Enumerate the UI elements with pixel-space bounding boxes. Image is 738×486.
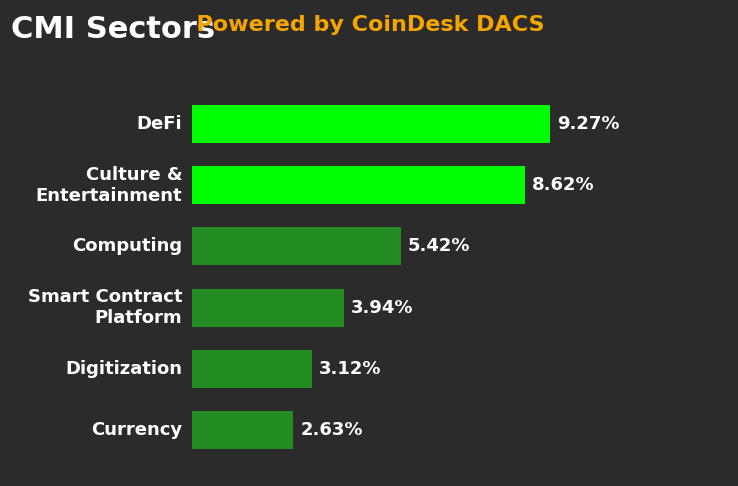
Text: CMI Sectors: CMI Sectors: [11, 15, 215, 44]
Text: 9.27%: 9.27%: [556, 115, 619, 133]
Bar: [192, 166, 525, 204]
Bar: [192, 105, 550, 143]
Text: Smart Contract
Platform: Smart Contract Platform: [28, 288, 182, 327]
Text: 5.42%: 5.42%: [408, 238, 471, 256]
Text: Computing: Computing: [72, 238, 182, 256]
Text: 3.94%: 3.94%: [351, 298, 413, 316]
Bar: [192, 411, 294, 449]
Text: Currency: Currency: [91, 421, 182, 439]
Text: Culture &
Entertainment: Culture & Entertainment: [35, 166, 182, 205]
Bar: [192, 227, 401, 265]
Text: DeFi: DeFi: [137, 115, 182, 133]
Text: 8.62%: 8.62%: [531, 176, 594, 194]
Bar: [192, 289, 344, 327]
Text: 2.63%: 2.63%: [300, 421, 363, 439]
Text: Digitization: Digitization: [65, 360, 182, 378]
Bar: [192, 350, 312, 388]
Text: Powered by CoinDesk DACS: Powered by CoinDesk DACS: [181, 15, 545, 35]
Text: 3.12%: 3.12%: [320, 360, 382, 378]
